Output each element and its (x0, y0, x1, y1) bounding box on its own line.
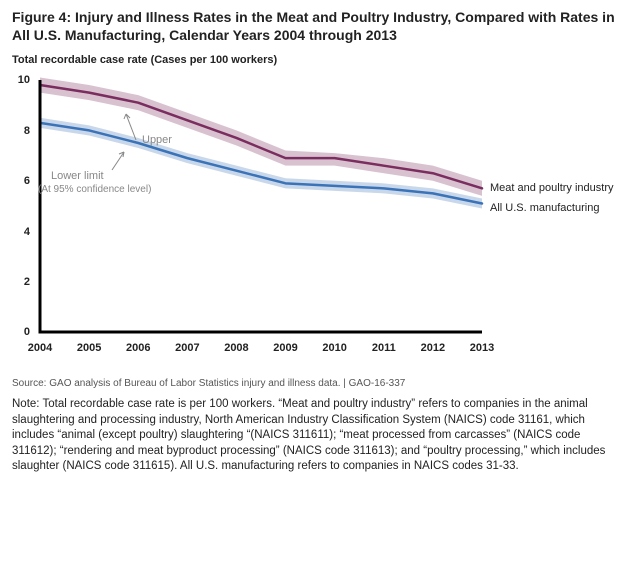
x-tick-label: 2011 (372, 342, 396, 354)
line-chart: Upper Lower limit (At 95% confidence lev… (12, 70, 628, 370)
y-tick-label: 10 (10, 74, 30, 86)
x-tick-label: 2012 (421, 342, 445, 354)
x-tick-label: 2009 (273, 342, 297, 354)
upper-limit-label: Upper (142, 134, 172, 146)
figure-title: Figure 4: Injury and Illness Rates in th… (12, 8, 628, 44)
y-tick-label: 2 (10, 276, 30, 288)
lower-limit-label: Lower limit (51, 170, 104, 182)
y-tick-label: 6 (10, 175, 30, 187)
series-label-all-mfg: All U.S. manufacturing (490, 202, 599, 214)
x-tick-label: 2008 (224, 342, 248, 354)
x-tick-label: 2004 (28, 342, 52, 354)
x-tick-label: 2006 (126, 342, 150, 354)
y-axis-title: Total recordable case rate (Cases per 10… (12, 54, 628, 66)
series-label-meat-poultry: Meat and poultry industry (490, 182, 614, 194)
x-tick-label: 2013 (470, 342, 494, 354)
x-tick-label: 2005 (77, 342, 101, 354)
x-tick-label: 2010 (322, 342, 346, 354)
y-tick-label: 8 (10, 125, 30, 137)
note-text: Note: Total recordable case rate is per … (12, 397, 628, 475)
source-line: Source: GAO analysis of Bureau of Labor … (12, 378, 628, 389)
y-tick-label: 4 (10, 226, 30, 238)
chart-svg (12, 70, 628, 370)
confidence-level-label: (At 95% confidence level) (38, 184, 151, 195)
x-tick-label: 2007 (175, 342, 199, 354)
y-tick-label: 0 (10, 326, 30, 338)
